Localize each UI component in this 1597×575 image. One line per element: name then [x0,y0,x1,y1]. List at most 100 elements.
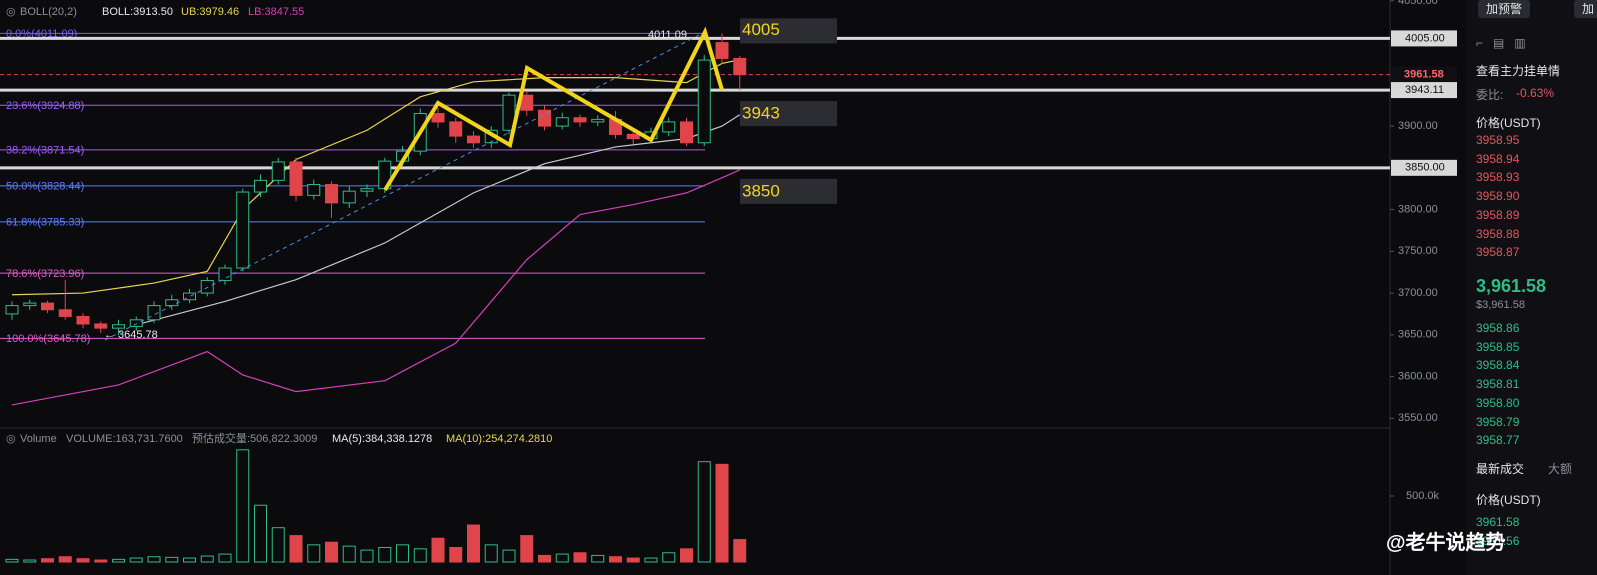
volume-bar [467,524,480,563]
key-level-box [740,178,837,204]
y-tick-label: 3600.00 [1398,370,1438,382]
zigzag-annotation [383,26,724,192]
volume-bar [307,544,321,563]
candle-body [307,184,321,196]
volume-bar [697,461,711,563]
volume-bar [591,554,605,563]
candle-body [325,184,338,204]
candle-body [431,113,445,123]
key-level-box-label: 3943 [742,104,780,123]
candle-body [715,42,729,59]
candle-body [254,179,267,193]
candle-body [697,59,711,144]
bid-price: 3958.84 [1476,358,1520,373]
candle-body [94,323,108,329]
candle-body [360,188,374,192]
candle-body [626,133,640,140]
volume-icon: ◎ [6,433,16,445]
bid-price: 3958.79 [1476,414,1520,429]
y-tick-label: 3900.00 [1398,120,1438,132]
add-button[interactable]: 加 [1574,0,1597,18]
bid-price: 3958.81 [1476,377,1520,392]
candle-body [555,117,569,127]
fib-label: 50.0%(3828.44) [6,181,84,193]
volume-bar [360,549,374,563]
candle-body [680,121,693,144]
candle-body [5,305,19,315]
chart-bg [0,0,1466,575]
volume-bar [342,545,356,563]
volume-ma10: MA(10):254,274.2810 [446,433,552,445]
key-level-box [740,18,837,44]
candle-body [662,121,676,133]
fib-label: 78.6%(3723.96) [6,268,84,280]
v-tick-label: 500.0k [1406,490,1440,502]
chart: 4050.00 3900.00 3800.00 3750.00 3700.00 3650.… [0,0,1466,575]
y-tick-label: 3700.00 [1398,287,1438,299]
candle-body [200,280,214,294]
volume-bar [41,558,54,563]
fib-label: 23.6%(3924.88) [6,100,84,112]
candle-body [112,324,125,329]
volume-bar [5,558,19,563]
volume-bar [484,544,498,563]
volume-bar [58,556,72,563]
candle-body [165,299,179,307]
ub-value: UB:3979.46 [181,6,239,18]
layout-icons[interactable]: ⌐ ▤ ▥ [1476,36,1526,50]
last-price: 3,961.58 [1476,276,1547,296]
volume-bar [289,535,303,563]
trade-price: 3961.56 [1476,533,1520,548]
key-level-axis-label: 3943.11 [1405,84,1444,96]
boll-upper [11,59,740,296]
candle-body [733,57,747,76]
last-price-usd: $3,961.58 [1476,299,1525,311]
volume-bar [431,537,445,563]
key-level-tag [1391,159,1457,176]
candle-body [502,94,516,131]
last-price-tag [1391,66,1457,83]
candle-body [591,118,605,123]
volume-bar [449,546,463,563]
trade-price: 3961.58 [1476,515,1520,529]
bid-price: 3958.80 [1476,395,1520,410]
volume-bar [378,546,392,563]
y-tick-label: 4050.00 [1398,0,1438,7]
trades-tab[interactable]: 最新成交 [1476,462,1525,476]
big-trades-tab[interactable]: 大额 [1548,462,1573,476]
candle-body [183,292,196,301]
boll-value: BOLL:3913.50 [102,6,173,18]
candle-body [23,302,37,307]
volume-bar [680,548,693,563]
fib-label: 38.2%(3871.54) [6,145,84,157]
side-panel: 加预警 加 ⌐ ▤ ▥ 查看主力挂单情 委比: -0.63% 价格(USDT) … [1466,0,1597,575]
bid-price: 3958.86 [1476,321,1520,335]
volume-bar [23,559,37,563]
candle-body [76,315,90,325]
key-level-axis-label: 4005.00 [1405,32,1445,44]
candle-body [236,191,250,269]
indicator-icon: ◎ [6,6,16,18]
price-header: 价格(USDT) [1476,116,1541,130]
candle-body [58,309,72,317]
volume-bar [626,557,640,563]
candle-body [41,302,54,311]
ask-price: 3958.95 [1476,133,1520,147]
volume-bar [129,557,143,563]
ask-price: 3958.90 [1476,189,1520,204]
candle-body [289,161,303,196]
key-level-box-label: 4005 [742,20,780,39]
volume-bar [520,535,534,563]
boll-lower [11,169,740,406]
volume-bar [165,556,179,563]
fib-label: 61.8%(3785.33) [6,217,84,229]
volume-bar [413,548,427,563]
key-level-box-label: 3850 [742,181,780,200]
volume-bar [112,558,125,563]
y-tick-label: 3800.00 [1398,203,1438,215]
last-price-label: 3961.58 [1404,69,1444,81]
y-tick-label: 3650.00 [1398,329,1438,341]
alert-button[interactable]: 加预警 [1478,0,1531,18]
volume-name: Volume [20,433,57,445]
